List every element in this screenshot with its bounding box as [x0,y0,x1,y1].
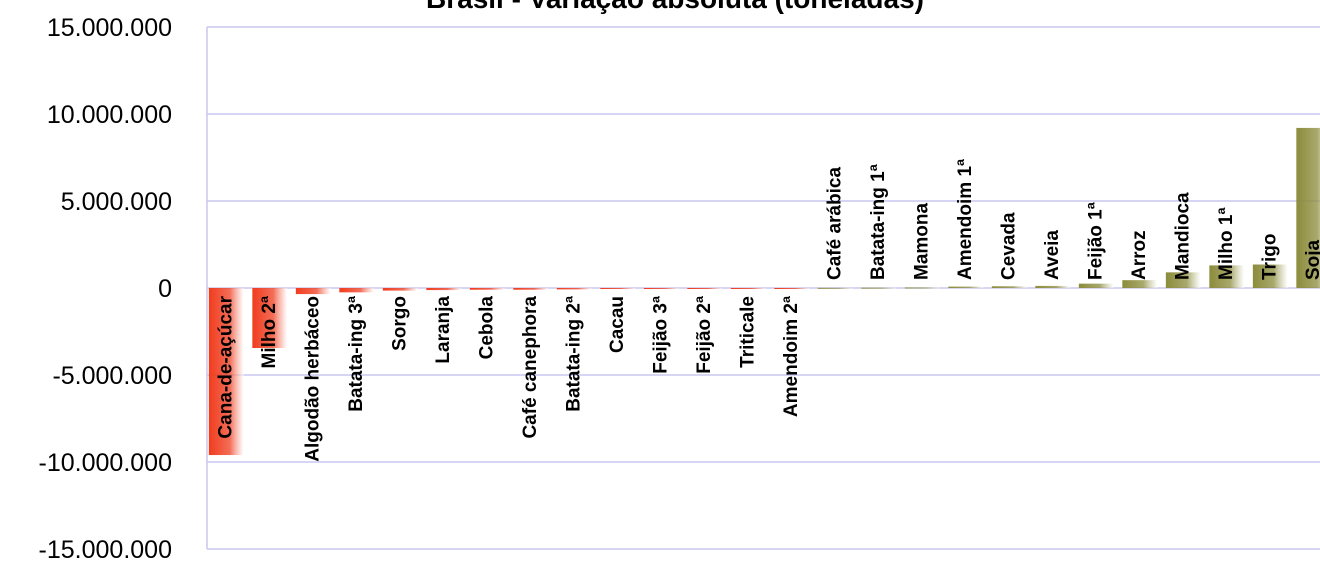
bar [1165,272,1201,288]
category-label: Triticale [737,296,758,368]
category-label: Mamona [911,203,932,281]
bar [774,288,810,289]
y-tick-label: -10.000.000 [39,449,172,477]
category-label: Milho 1ª [1216,207,1237,280]
bar [817,287,853,289]
category-label: Cebola [476,296,497,360]
category-label: Amendoim 1ª [955,158,976,280]
bar [600,288,636,289]
category-label: Sorgo [389,296,410,351]
category-label: Amendoim 2ª [781,295,802,417]
bar [1035,285,1071,288]
bar [252,288,288,349]
category-label: Cana-de-açúcar [215,295,236,438]
chart-title: Brasil - Variação absoluta (toneladas) [426,0,924,14]
y-tick-label: 0 [158,275,172,303]
bar [1209,265,1245,288]
bar [904,287,940,289]
y-tick-label: -5.000.000 [52,362,172,390]
category-label: Mandioca [1172,192,1193,280]
category-label: Aveia [1042,230,1063,280]
bar [948,286,984,288]
y-tick-label: 5.000.000 [61,188,172,216]
category-label: Batata-ing 1ª [868,163,889,280]
bar [730,288,766,289]
bar [556,288,592,290]
bar [295,288,331,295]
bar [1252,264,1288,288]
category-label: Cevada [998,212,1019,280]
category-label: Laranja [433,296,454,364]
bar [991,286,1027,288]
category-label: Café canephora [520,296,541,439]
bar [1296,127,1320,288]
category-label: Soja [1303,239,1320,280]
y-tick-label: -15.000.000 [39,536,172,563]
bar [1078,283,1114,288]
bar [426,288,462,291]
bar [687,288,723,289]
category-label: Trigo [1259,234,1280,280]
category-label: Batata-ing 2ª [563,295,584,412]
bar [643,288,679,289]
category-label: Feijão 2ª [694,295,715,374]
bar [1122,280,1158,288]
bar [513,288,549,290]
category-label: Cacau [607,296,628,353]
y-tick-label: 15.000.000 [47,14,172,42]
bar [469,288,505,290]
category-label: Feijão 1ª [1085,201,1106,280]
bar [861,287,897,289]
bar [208,288,244,456]
bar [382,288,418,291]
category-label: Algodão herbáceo [302,296,323,462]
category-label: Milho 2ª [259,295,280,368]
y-tick-label: 10.000.000 [47,101,172,129]
bar [339,288,375,293]
category-label: Arroz [1129,230,1150,280]
category-label: Café arábica [824,167,845,280]
category-label: Batata-ing 3ª [346,295,367,412]
category-label: Feijão 3ª [650,295,671,374]
